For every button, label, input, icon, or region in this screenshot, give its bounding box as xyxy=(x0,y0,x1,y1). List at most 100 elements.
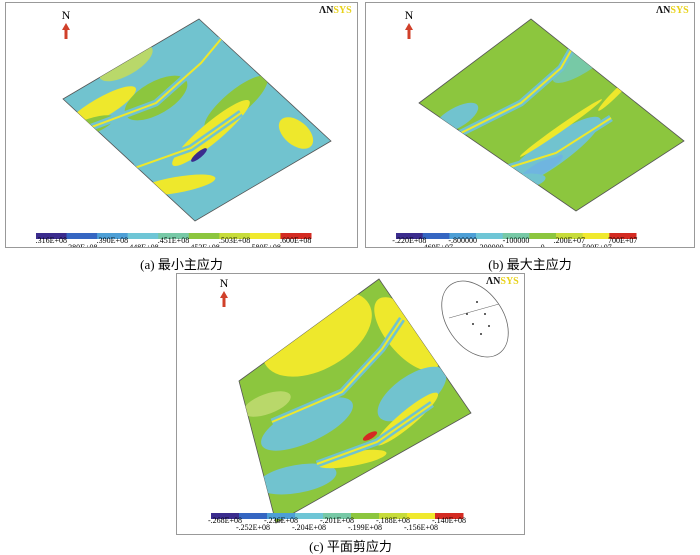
panel: NΛNSYS.316E+08.380E+08.390E+08.448E+08.4… xyxy=(5,2,358,248)
legend-swatch xyxy=(239,513,268,519)
legend-swatch xyxy=(351,513,380,519)
caption: (b) 最大主应力 xyxy=(488,257,572,272)
north-arrow xyxy=(220,291,228,307)
logo: ΛNSYS xyxy=(486,276,519,287)
caption: (a) 最小主应力 xyxy=(140,257,223,272)
legend-label: .316E+08 xyxy=(36,236,67,245)
contour-region xyxy=(261,397,353,451)
legend-swatch xyxy=(127,233,159,239)
north-arrow xyxy=(405,23,413,39)
legend-swatch xyxy=(97,233,129,239)
panel: N ΛNSYS -.220E+08-.469E+07-.800000-.300000… xyxy=(365,2,695,248)
legend-label: .580E+08 xyxy=(249,243,280,247)
figure: N ΛNSYS -.220E+08-.469E+07-.800000-.300000… xyxy=(392,5,689,247)
legend-swatch xyxy=(449,233,477,239)
contour-region xyxy=(257,463,337,495)
contour-region xyxy=(191,148,207,162)
legend-label: -.268E+08 xyxy=(208,516,242,525)
north-label: N xyxy=(405,8,414,22)
legend-label: 700E+07 xyxy=(608,236,637,245)
contour-region xyxy=(362,431,378,441)
legend-label: -.469E+07 xyxy=(419,243,453,247)
legend-swatch xyxy=(609,233,637,239)
logo: ΛNSYS xyxy=(656,5,689,16)
legend-swatch xyxy=(267,513,296,519)
contour-field xyxy=(243,291,447,495)
legend-label: .390E+08 xyxy=(97,236,128,245)
legend-label: -.800000 xyxy=(448,236,477,245)
logo-part: SYS xyxy=(500,276,519,287)
legend-swatch xyxy=(396,233,424,239)
inset-dot xyxy=(466,313,468,315)
caption: (c) 平面剪应力 xyxy=(309,539,392,554)
contour-field xyxy=(433,31,634,193)
logo-part: ΛN xyxy=(656,5,671,16)
legend-swatch xyxy=(158,233,190,239)
legend-swatch xyxy=(249,233,281,239)
legend-label: -.252E+08 xyxy=(236,523,270,532)
inset-line xyxy=(448,303,500,319)
legend-label: .503E+08 xyxy=(219,236,250,245)
legend-swatch xyxy=(219,233,251,239)
legend-swatch xyxy=(556,233,584,239)
inset-ellipse xyxy=(441,280,509,358)
legend-swatch xyxy=(379,513,408,519)
fault-edge xyxy=(316,403,433,465)
legend-label: .448E+08 xyxy=(127,243,158,247)
legend-swatch xyxy=(502,233,530,239)
legend-swatch xyxy=(188,233,220,239)
inset-dot xyxy=(480,333,482,335)
logo-part: SYS xyxy=(670,5,689,16)
legend-label: -.220E+08 xyxy=(392,236,426,245)
contour-region xyxy=(278,117,314,149)
figure: N ΛNSYS -.268E+08-.252E+08-.236E+08-.204E+… xyxy=(208,276,519,532)
fault-edge xyxy=(80,32,227,132)
contour-region xyxy=(317,449,387,469)
legend-swatch xyxy=(422,233,450,239)
legend-swatch xyxy=(435,513,464,519)
legend-label: 0 xyxy=(541,243,545,247)
legend-label: -.199E+08 xyxy=(348,523,382,532)
contour-field xyxy=(63,30,314,196)
legend-swatch xyxy=(582,233,610,239)
panel: N ΛNSYS -.268E+08 -.252E+08 -.236E+08 -.204E+… xyxy=(176,273,525,535)
logo-part: SYS xyxy=(333,5,352,16)
legend-swatch xyxy=(66,233,98,239)
legend-swatch xyxy=(211,513,240,519)
figure: NΛNSYS.316E+08.380E+08.390E+08.448E+08.4… xyxy=(36,5,353,247)
inset-dot xyxy=(476,301,478,303)
legend-label: .600E+08 xyxy=(280,236,311,245)
logo-part: ΛN xyxy=(486,276,501,287)
legend-swatch xyxy=(280,233,312,239)
legend-label: -.201E+08 xyxy=(320,516,354,525)
legend-swatch xyxy=(323,513,352,519)
inset-dot xyxy=(488,325,490,327)
legend-label: .200E+07 xyxy=(554,236,585,245)
legend-label: -100000 xyxy=(503,236,530,245)
legend-label: .451E+08 xyxy=(158,236,189,245)
legend-swatch xyxy=(295,513,324,519)
contour-region xyxy=(374,297,440,371)
legend-label: -.140E+08 xyxy=(432,516,466,525)
north-label: N xyxy=(62,8,71,22)
contour-region xyxy=(520,99,602,157)
inset-dot xyxy=(472,323,474,325)
logo: ΛNSYS xyxy=(319,5,352,16)
legend-label: .453E+08 xyxy=(188,243,219,247)
fault-edge xyxy=(271,318,403,423)
legend-label: -.300000 xyxy=(475,243,504,247)
legend-label: -.236E+08 xyxy=(264,516,298,525)
legend-label: -.156E+08 xyxy=(404,523,438,532)
legend-label: -.204E+08 xyxy=(292,523,326,532)
logo-part: ΛN xyxy=(319,5,334,16)
contour-region xyxy=(377,366,447,422)
fault-edge xyxy=(125,112,242,172)
legend-label: .500E+07 xyxy=(580,243,611,247)
legend-swatch xyxy=(529,233,557,239)
legend-label: -.188E+08 xyxy=(376,516,410,525)
legend-swatch xyxy=(36,233,68,239)
fault-edge xyxy=(490,117,612,174)
legend-label: .380E+08 xyxy=(66,243,97,247)
north-arrow xyxy=(62,23,70,39)
